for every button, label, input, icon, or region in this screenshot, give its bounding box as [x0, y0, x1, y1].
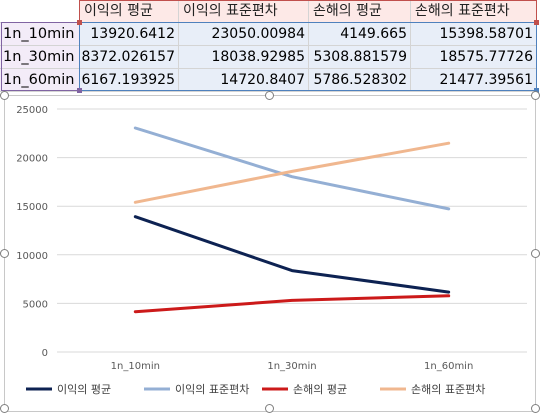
range-resize-handle[interactable] [534, 20, 539, 25]
value-cell[interactable]: 5786.528302 [309, 69, 411, 92]
line-chart[interactable]: 0 5000 10000 15000 20000 25000 1n_10min 1n_30m… [4, 95, 536, 412]
header-cell-loss-std[interactable]: 손해의 표준편차 [411, 0, 537, 23]
series-line[interactable] [133, 215, 451, 294]
row-label-cell[interactable]: 1n_10min [0, 23, 80, 46]
header-cell-profit-std[interactable]: 이익의 표준편차 [179, 0, 309, 23]
chart-resize-handle[interactable] [531, 91, 540, 100]
header-cell-loss-mean[interactable]: 손해의 평균 [309, 0, 411, 23]
legend-label: 손해의 표준편차 [411, 382, 485, 396]
y-tick-label: 25000 [16, 105, 48, 116]
value-cell[interactable]: 18038.92985 [179, 46, 309, 69]
y-tick-label: 20000 [16, 154, 48, 165]
value-cell[interactable]: 21477.39561 [411, 69, 537, 92]
corner-cell[interactable] [0, 0, 80, 23]
range-resize-handle[interactable] [534, 88, 539, 93]
series-line[interactable] [133, 294, 451, 314]
value-cell[interactable]: 6167.193925 [80, 69, 179, 92]
chart-resize-handle[interactable] [531, 404, 540, 413]
legend-label: 이익의 평균 [57, 383, 111, 396]
range-resize-handle[interactable] [77, 20, 82, 25]
x-tick-label: 1n_30min [267, 361, 316, 372]
row-label-cell[interactable]: 1n_60min [0, 69, 80, 92]
x-tick-label: 1n_60min [424, 361, 473, 372]
value-cell[interactable]: 8372.026157 [80, 46, 179, 69]
value-cell[interactable]: 15398.58701 [411, 23, 537, 46]
series-line[interactable] [133, 141, 451, 204]
value-cell[interactable]: 14720.8407 [179, 69, 309, 92]
range-resize-handle[interactable] [77, 88, 82, 93]
value-cell[interactable]: 5308.881579 [309, 46, 411, 69]
chart-resize-handle[interactable] [265, 404, 274, 413]
chart-svg: 0 5000 10000 15000 20000 25000 1n_10min 1n_30m… [16, 105, 527, 396]
chart-resize-handle[interactable] [0, 91, 9, 100]
y-tick-label: 0 [42, 348, 48, 359]
legend-label: 손해의 평균 [293, 382, 347, 396]
row-label-cell[interactable]: 1n_30min [0, 46, 80, 69]
chart-resize-handle[interactable] [265, 91, 274, 100]
spreadsheet-range: 이익의 평균 이익의 표준편차 손해의 평균 손해의 표준편차 1n_10min… [0, 0, 540, 96]
value-cell[interactable]: 13920.6412 [80, 23, 179, 46]
value-cell[interactable]: 23050.00984 [179, 23, 309, 46]
chart-resize-handle[interactable] [0, 404, 9, 413]
value-cell[interactable]: 4149.665 [309, 23, 411, 46]
x-tick-label: 1n_10min [111, 361, 160, 372]
value-cell[interactable]: 18575.77726 [411, 46, 537, 69]
series-line[interactable] [133, 126, 451, 211]
y-tick-label: 10000 [16, 251, 48, 262]
legend-label: 이익의 표준편차 [175, 383, 249, 396]
chart-resize-handle[interactable] [0, 249, 9, 258]
chart-resize-handle[interactable] [531, 249, 540, 258]
header-cell-profit-mean[interactable]: 이익의 평균 [80, 0, 179, 23]
y-tick-label: 15000 [16, 202, 48, 213]
y-tick-label: 5000 [23, 299, 48, 310]
